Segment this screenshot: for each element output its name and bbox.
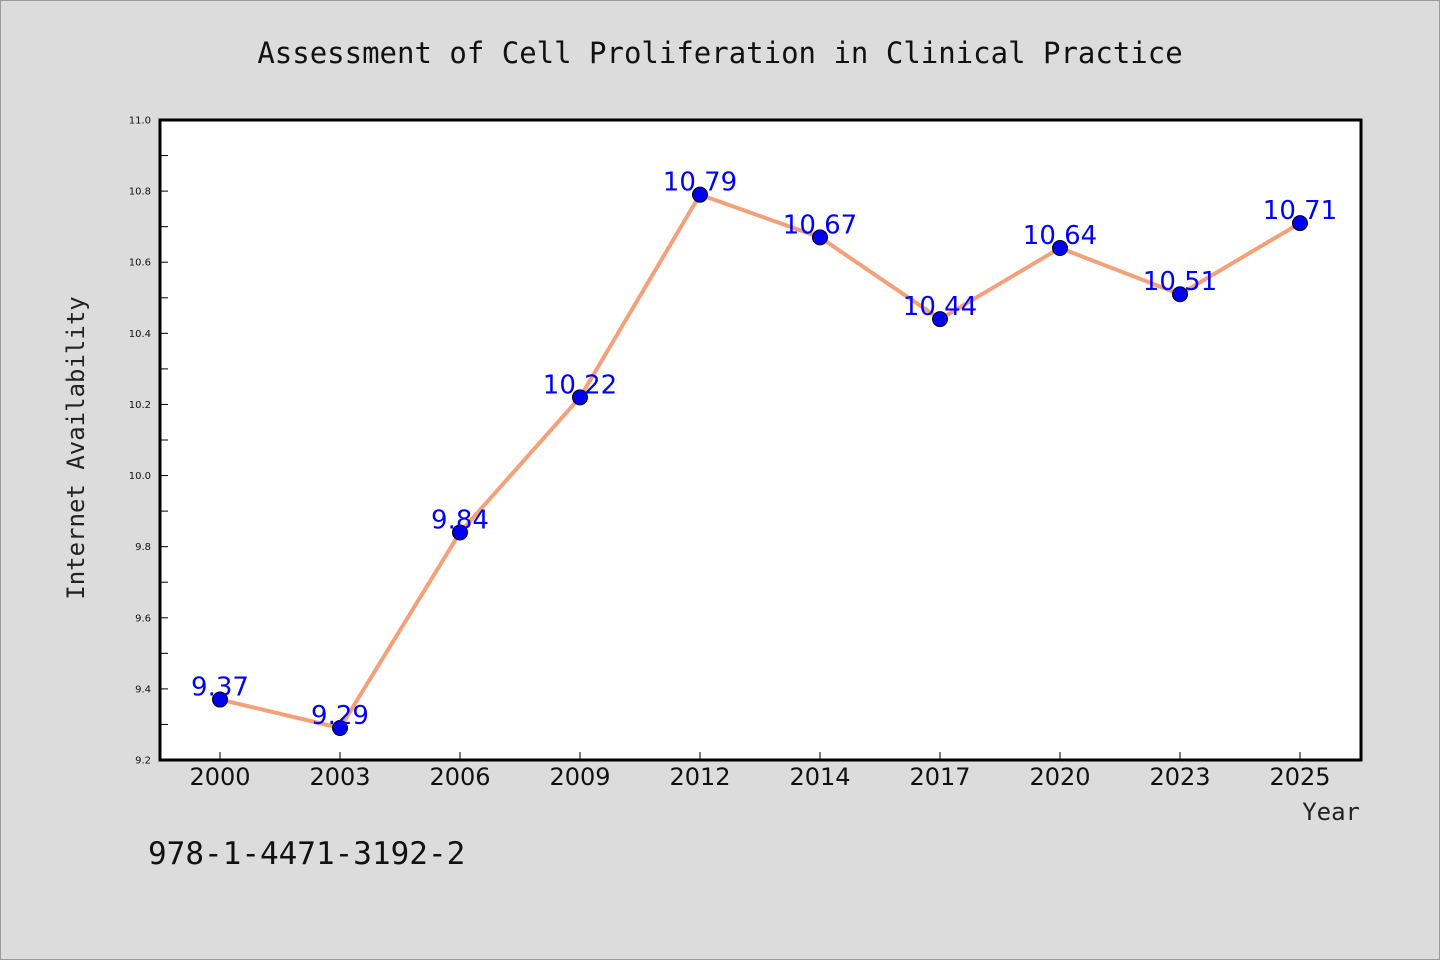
- data-label: 9.84: [431, 505, 489, 535]
- data-point: [692, 186, 708, 203]
- data-point: [212, 691, 228, 708]
- x-tick-label: 2023: [1149, 763, 1210, 791]
- data-point: [932, 311, 948, 328]
- data-point: [452, 524, 468, 541]
- y-tick-label: 9.6: [135, 613, 151, 624]
- data-point: [1172, 286, 1188, 303]
- data-label: 10.51: [1143, 267, 1217, 297]
- y-axis: 9.2 9.4 9.6 9.8 10.0 10.2 10.4 10.6 10.8 11.0: [129, 116, 168, 767]
- x-tick-label: 2017: [909, 763, 970, 791]
- chart-title: Assessment of Cell Proliferation in Clin…: [257, 36, 1182, 70]
- x-tick-label: 2025: [1269, 763, 1330, 791]
- y-tick-label: 10.2: [129, 400, 151, 411]
- data-point: [572, 389, 588, 406]
- x-tick-label: 2006: [429, 763, 490, 791]
- x-tick-label: 2003: [309, 763, 370, 791]
- data-label: 10.67: [783, 210, 857, 240]
- y-tick-label: 10.0: [129, 471, 151, 482]
- data-point: [1052, 240, 1068, 256]
- x-axis-title: Year: [1302, 798, 1360, 826]
- y-tick-label: 9.2: [135, 756, 151, 767]
- data-point: [1292, 215, 1308, 232]
- isbn-annotation: 978-1-4471-3192-2: [148, 836, 465, 872]
- data-label: 10.22: [543, 370, 617, 400]
- plot-area: [160, 120, 1361, 760]
- data-label: 10.71: [1263, 196, 1337, 226]
- y-tick-label: 9.4: [135, 684, 151, 695]
- x-tick-label: 2009: [549, 763, 610, 791]
- x-tick-label: 2014: [789, 763, 850, 791]
- plot-border: [158, 118, 1363, 762]
- y-axis-title: Internet Availability: [62, 296, 90, 599]
- series-line: [219, 192, 1302, 730]
- y-tick-label: 10.6: [129, 258, 151, 269]
- data-label: 9.37: [191, 673, 249, 703]
- x-tick-label: 2012: [669, 763, 730, 791]
- data-label: 9.29: [311, 701, 369, 731]
- series-markers: [212, 186, 1308, 736]
- y-tick-label: 10.4: [129, 329, 151, 340]
- x-tick-label: 2000: [189, 763, 250, 791]
- data-label: 10.44: [903, 292, 977, 322]
- data-labels: 9.37 9.29 9.84 10.22 10.79 10.67 10.44 10.64 10.…: [191, 168, 1337, 731]
- data-label: 10.79: [663, 168, 737, 198]
- data-point: [332, 720, 348, 736]
- data-label: 10.64: [1023, 221, 1097, 251]
- x-axis: 2000 2003 2006 2009 2012 2014 2017 2020 2023 2025: [189, 752, 1331, 791]
- y-tick-label: 10.8: [129, 187, 151, 198]
- x-tick-label: 2020: [1029, 763, 1090, 791]
- y-tick-label: 11.0: [129, 116, 151, 127]
- series-polyline: [219, 192, 1302, 730]
- y-tick-label: 9.8: [135, 542, 151, 553]
- data-point: [812, 229, 828, 246]
